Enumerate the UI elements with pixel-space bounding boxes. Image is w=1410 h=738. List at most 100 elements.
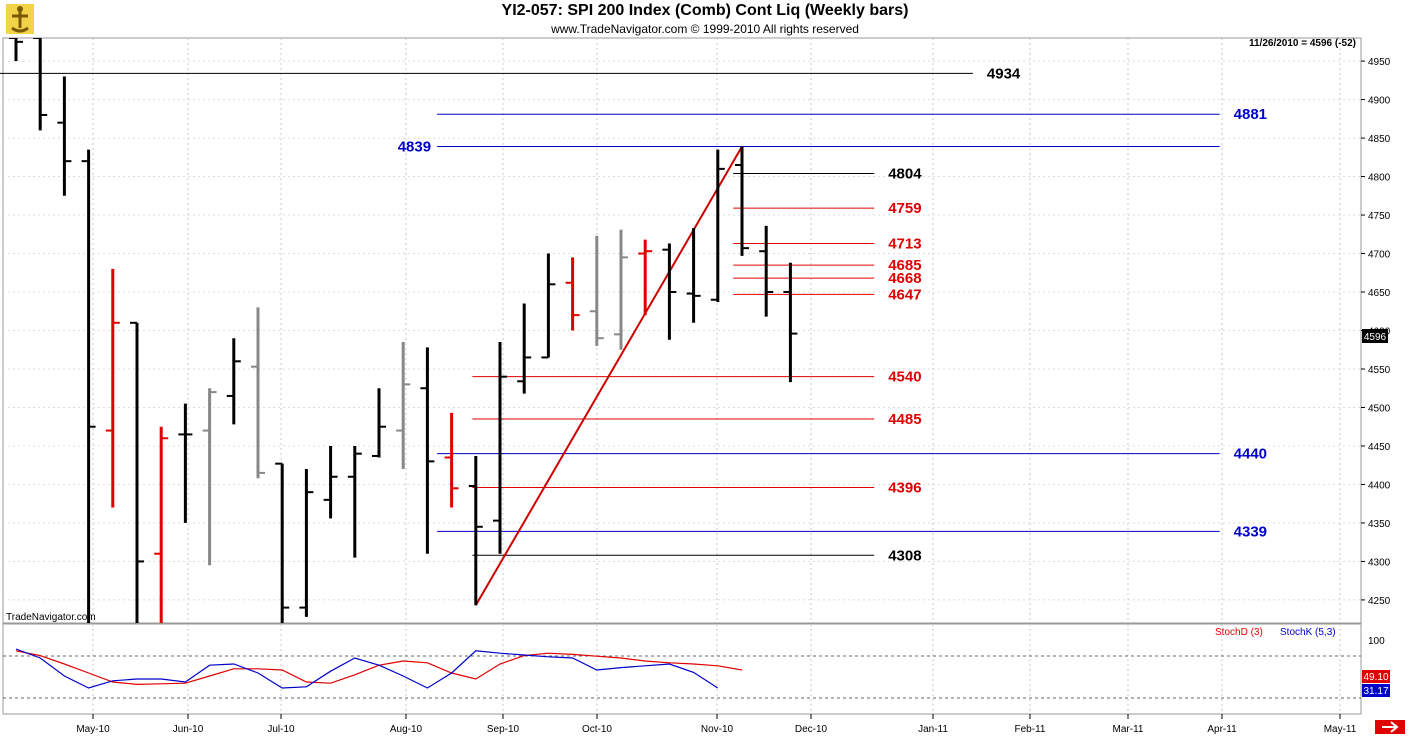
ohlc-bar (710, 149, 725, 303)
ohlc-bar (178, 403, 193, 523)
ohlc-bar (347, 445, 362, 558)
y-tick-label: 4350 (1368, 519, 1391, 530)
ohlc-bar (323, 445, 338, 519)
x-tick-label: Jan-11 (918, 724, 948, 735)
y-tick-label: 4400 (1368, 480, 1391, 491)
ohlc-bar (444, 412, 459, 508)
ohlc-bar (202, 388, 217, 566)
ohlc-bar (275, 462, 290, 623)
stochd-label: StochD (3) (1215, 627, 1263, 638)
scroll-right-arrow-icon[interactable] (1375, 720, 1405, 734)
indicator-gridlines (92, 624, 1341, 714)
level-label: 4934 (987, 65, 1021, 82)
ohlc-bar (662, 243, 677, 340)
ohlc-bar (541, 253, 556, 359)
chart-title: YI2-057: SPI 200 Index (Comb) Cont Liq (… (501, 2, 909, 19)
ohlc-bar (565, 257, 580, 331)
x-tick-label: Oct-10 (582, 724, 612, 735)
y-tick-label: 4800 (1368, 173, 1391, 184)
y-tick-label: 4250 (1368, 596, 1391, 607)
x-tick-label: Nov-10 (701, 724, 734, 735)
time-axis: May-10 Jun-10 Jul-10 Aug-10 Sep-10 Oct-10 Nov-… (76, 714, 1357, 735)
level-label: 4339 (1234, 523, 1267, 540)
tradenavigator-logo-icon (6, 4, 34, 34)
stochk-line (15, 648, 719, 689)
ohlc-bar (105, 268, 120, 508)
vertical-gridlines (92, 38, 1341, 623)
level-label: 4440 (1234, 446, 1267, 463)
x-tick-label: Dec-10 (795, 724, 828, 735)
y-tick-label: 4650 (1368, 288, 1391, 299)
svg-text:31.17: 31.17 (1363, 686, 1388, 697)
horizontal-gridlines (3, 60, 1361, 601)
ohlc-bar (130, 321, 144, 623)
stochd-value-tag: 49.10 (1362, 670, 1390, 683)
ohlc-bar (154, 426, 169, 623)
svg-text:4596: 4596 (1364, 332, 1387, 343)
level-label: 4647 (888, 286, 921, 303)
level-label: 4881 (1234, 106, 1267, 123)
x-tick-label: Apr-11 (1207, 724, 1237, 735)
y-tick-label: 4700 (1368, 250, 1391, 261)
x-tick-label: May-10 (76, 724, 110, 735)
ohlc-bar (81, 149, 96, 623)
ohlc-bar (517, 303, 532, 394)
ohlc-bar (226, 338, 241, 425)
x-tick-label: Jul-10 (267, 724, 295, 735)
y-tick-label: 4900 (1368, 96, 1391, 107)
price-panel-frame (2, 37, 1362, 624)
ohlc-bar (783, 262, 798, 383)
ohlc-bar (299, 469, 314, 617)
ohlc-bar (372, 388, 386, 458)
ohlc-bar (735, 146, 749, 256)
ohlc-bar (9, 38, 23, 62)
indicator-panel-frame (2, 623, 1362, 715)
ohlc-bar (468, 455, 483, 606)
level-label: 4485 (888, 411, 921, 428)
level-label: 4308 (888, 547, 921, 564)
y-tick-label: 4300 (1368, 557, 1391, 568)
y-tick-label: 4550 (1368, 365, 1391, 376)
ohlc-bar (33, 38, 48, 131)
y-tick-label: 4450 (1368, 442, 1391, 453)
level-label: 4804 (888, 165, 922, 182)
stochk-value-tag: 31.17 (1362, 684, 1390, 697)
price-axis: 4250430043504400445045004550460046504700… (1361, 57, 1391, 607)
indicator-level-label: 100 (1368, 636, 1385, 647)
x-tick-label: Feb-11 (1015, 724, 1046, 735)
level-label: 4668 (888, 270, 921, 287)
chart-subtitle: www.TradeNavigator.com © 1999-2010 All r… (551, 22, 859, 36)
level-label: 4839 (398, 139, 431, 156)
y-tick-label: 4850 (1368, 134, 1391, 145)
level-label: 4685 (888, 257, 921, 274)
level-label: 4713 (888, 236, 921, 253)
y-tick-label: 4950 (1368, 57, 1391, 68)
ohlc-bar (396, 342, 411, 470)
trendline-group (474, 146, 743, 606)
watermark-text: TradeNavigator.com (6, 612, 96, 623)
y-tick-label: 4500 (1368, 403, 1391, 414)
last-price-tag: 4596 (1362, 329, 1388, 343)
level-label: 4396 (888, 480, 921, 497)
svg-text:49.10: 49.10 (1363, 672, 1388, 683)
ohlc-bar (759, 225, 774, 317)
last-quote-text: 11/26/2010 = 4596 (-52) (1249, 38, 1356, 49)
x-tick-label: Sep-10 (487, 724, 520, 735)
ohlc-bar (420, 347, 435, 554)
y-tick-label: 4750 (1368, 211, 1391, 222)
ohlc-bar (251, 307, 265, 479)
x-tick-label: Mar-11 (1113, 724, 1144, 735)
ohlc-bar (589, 235, 604, 346)
x-tick-label: May-11 (1324, 724, 1357, 735)
chart-header: YI2-057: SPI 200 Index (Comb) Cont Liq (… (0, 0, 1410, 38)
stochk-label: StochK (5,3) (1280, 627, 1336, 638)
ohlc-bar (638, 239, 653, 316)
x-tick-label: Aug-10 (390, 724, 423, 735)
level-label: 4540 (888, 369, 921, 386)
ohlc-bar (686, 228, 701, 323)
ohlc-bars (9, 38, 798, 623)
x-tick-label: Jun-10 (173, 724, 204, 735)
level-label: 4759 (888, 200, 921, 217)
